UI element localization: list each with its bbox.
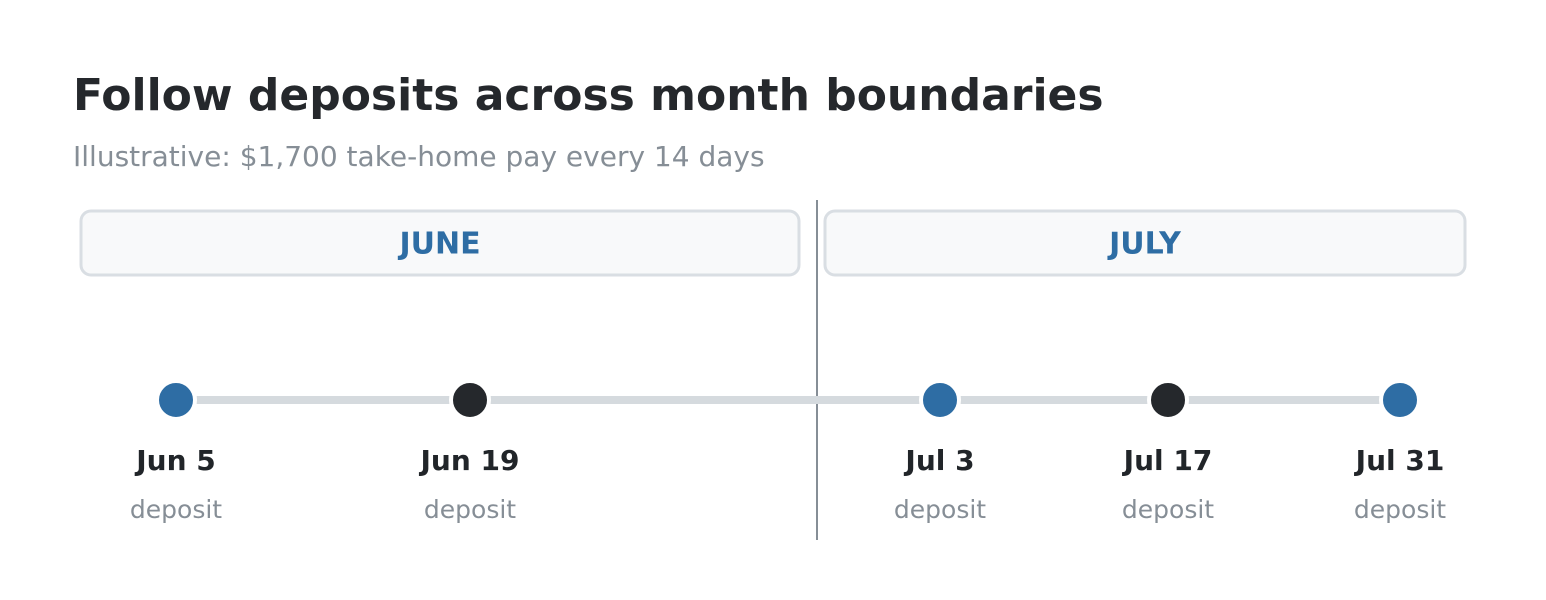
- title: Follow deposits across month boundaries: [73, 70, 1104, 121]
- month-box: [79, 209, 801, 277]
- deposit-label: deposit: [1354, 495, 1446, 524]
- month-label: JUNE: [397, 227, 480, 262]
- subtitle: Illustrative: $1,700 take-home pay every…: [73, 140, 765, 173]
- deposit-date: Jul 31: [1354, 444, 1445, 477]
- deposit-dot: [1147, 379, 1189, 421]
- month-box: [823, 209, 1467, 277]
- deposit-date: Jun 19: [419, 444, 520, 477]
- deposit-label: deposit: [424, 495, 516, 524]
- deposit-label: deposit: [1122, 495, 1214, 524]
- deposit-date: Jun 5: [134, 444, 216, 477]
- deposit-dot: [1379, 379, 1421, 421]
- deposit-date: Jul 3: [903, 444, 974, 477]
- month-label: JULY: [1107, 227, 1182, 262]
- deposit-label: deposit: [130, 495, 222, 524]
- deposit-dot: [919, 379, 961, 421]
- deposit-dot: [155, 379, 197, 421]
- deposit-label: deposit: [894, 495, 986, 524]
- deposit-dot: [449, 379, 491, 421]
- deposit-date: Jul 17: [1122, 444, 1213, 477]
